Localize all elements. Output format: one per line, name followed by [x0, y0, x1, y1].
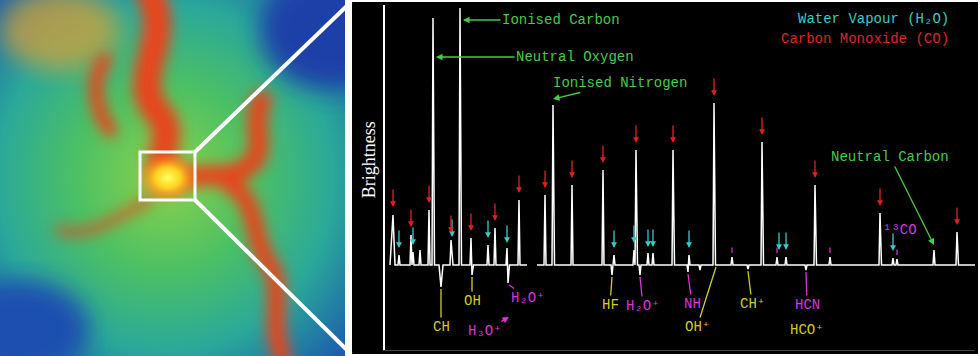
- svg-text:CH⁺: CH⁺: [740, 296, 765, 312]
- svg-text:OH⁺: OH⁺: [685, 319, 710, 335]
- svg-text:Neutral Oxygen: Neutral Oxygen: [516, 49, 634, 65]
- svg-text:CH: CH: [433, 319, 450, 335]
- svg-text:Brightness: Brightness: [359, 121, 379, 198]
- svg-text:H₂O⁺: H₂O⁺: [511, 290, 545, 306]
- svg-text:HCO⁺: HCO⁺: [790, 322, 824, 338]
- svg-text:HCN: HCN: [795, 297, 820, 313]
- svg-text:OH: OH: [464, 293, 481, 309]
- svg-text:H₂O⁺: H₂O⁺: [626, 298, 660, 314]
- svg-text:Water Vapour (H₂O): Water Vapour (H₂O): [798, 11, 949, 27]
- svg-text:Carbon Monoxide (CO): Carbon Monoxide (CO): [781, 31, 949, 47]
- svg-text:NH: NH: [684, 296, 701, 312]
- svg-text:¹³CO: ¹³CO: [883, 222, 917, 238]
- svg-text:H₃O⁺: H₃O⁺: [468, 323, 502, 339]
- svg-text:Ionised Nitrogen: Ionised Nitrogen: [553, 75, 687, 91]
- svg-text:HF: HF: [602, 297, 619, 313]
- svg-text:Neutral Carbon: Neutral Carbon: [831, 149, 949, 165]
- svg-text:Ionised Carbon: Ionised Carbon: [502, 12, 620, 28]
